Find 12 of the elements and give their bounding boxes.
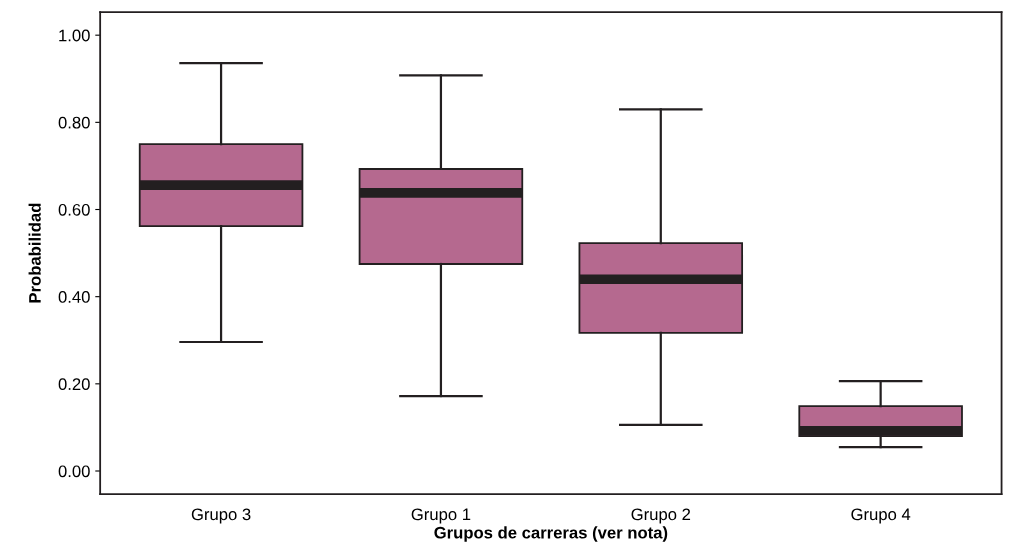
y-tick-label: 0.60 [58, 203, 90, 216]
y-tick-label: 0.20 [58, 378, 90, 391]
y-tick-label: 1.00 [59, 29, 90, 42]
x-tick-label: Grupo 2 [631, 508, 691, 524]
y-tick-label: 0.80 [58, 116, 90, 129]
x-tick-label: Grupo 3 [191, 508, 251, 524]
y-tick-label: 0.40 [58, 291, 90, 303]
y-axis-title: Probabilidad [28, 203, 41, 303]
x-tick-label: Grupo 4 [851, 508, 911, 524]
x-axis-title: Grupos de carreras (ver nota) [434, 526, 668, 542]
x-tick-label: Grupo 1 [411, 508, 471, 524]
y-tick-label: 0.00 [58, 465, 90, 478]
